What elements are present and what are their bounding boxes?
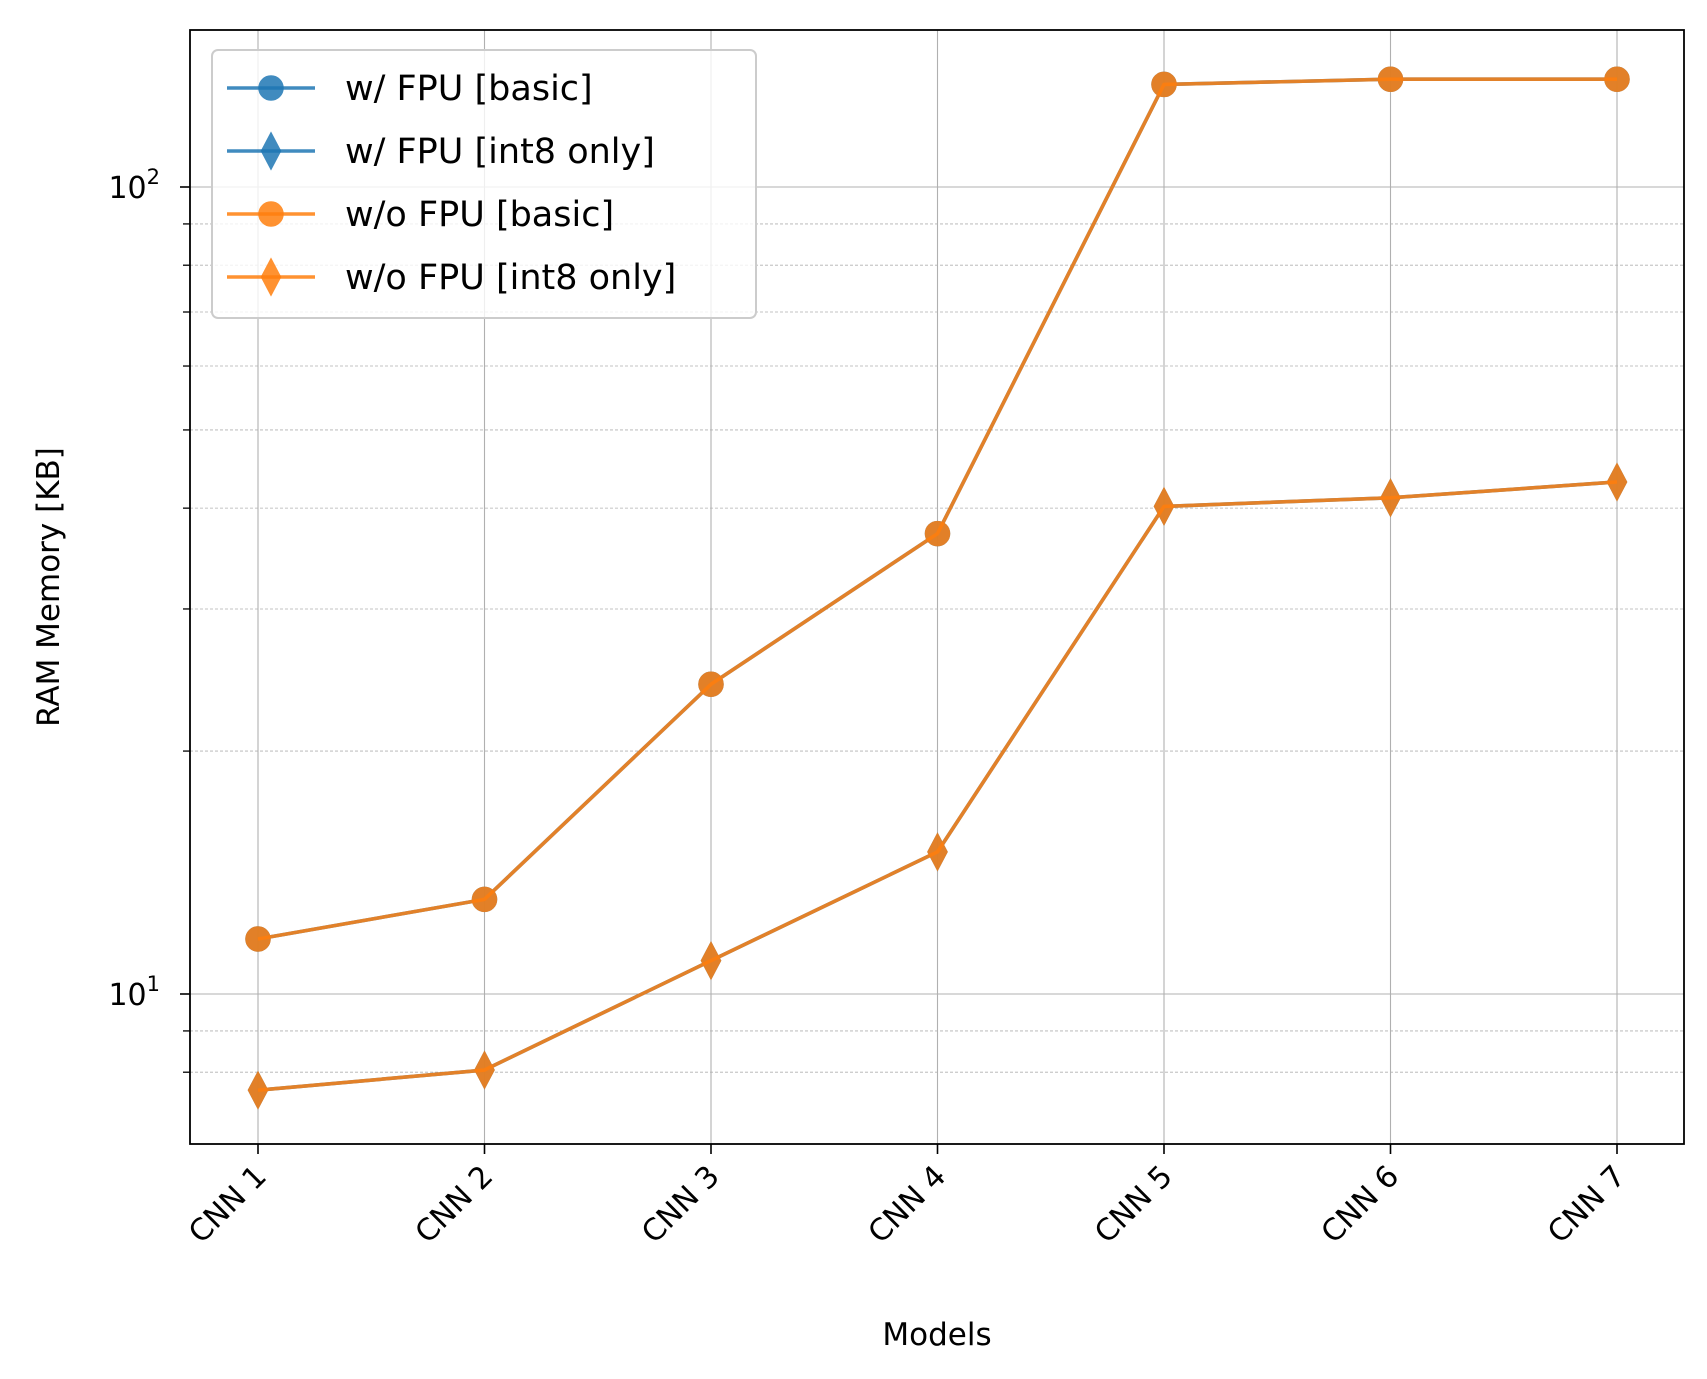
legend-label: w/ FPU [int8 only]	[345, 132, 655, 172]
legend-marker	[260, 131, 282, 171]
data-point	[1604, 66, 1630, 92]
y-axis: 101 102	[108, 165, 190, 1073]
legend-item: w/o FPU [basic]	[227, 195, 614, 235]
legend: w/ FPU [basic] w/ FPU [int8 only] w/o FPU …	[211, 49, 757, 319]
legend-label: w/o FPU [basic]	[345, 195, 614, 235]
series-layer	[245, 66, 1630, 1110]
data-point	[1380, 478, 1401, 518]
data-point	[1151, 71, 1177, 98]
y-tick-label: 101	[108, 972, 160, 1013]
series-group	[245, 66, 1630, 952]
legend-label: w/ FPU [basic]	[345, 69, 593, 109]
data-point	[924, 520, 951, 547]
legend-marker	[260, 257, 282, 297]
data-point	[471, 886, 498, 913]
series-group	[247, 462, 1628, 1110]
legend-marker	[258, 75, 284, 101]
legend-box	[211, 49, 757, 319]
data-point	[1606, 462, 1628, 502]
data-point	[698, 671, 724, 698]
data-point	[700, 940, 722, 981]
data-point	[474, 1050, 495, 1090]
legend-item: w/ FPU [basic]	[227, 69, 593, 109]
legend-item: w/o FPU [int8 only]	[227, 257, 676, 298]
data-point	[245, 926, 271, 952]
x-axis-label: Models	[882, 1317, 991, 1353]
data-point	[247, 1070, 269, 1110]
y-axis-label: RAM Memory [KB]	[31, 447, 67, 727]
legend-item: w/ FPU [int8 only]	[227, 131, 655, 172]
y-tick-label: 102	[108, 165, 160, 206]
data-point	[1153, 486, 1175, 526]
data-point	[927, 832, 948, 872]
legend-label: w/o FPU [int8 only]	[345, 258, 676, 298]
data-point	[1377, 66, 1404, 92]
legend-marker	[258, 201, 284, 227]
